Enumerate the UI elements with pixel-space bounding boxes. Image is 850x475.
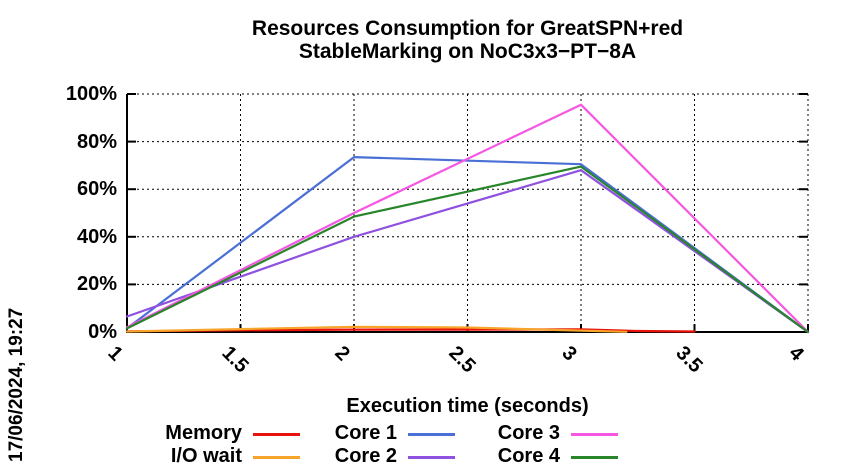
legend-label-core-4: Core 4 [497,445,560,467]
legend-label-i-o-wait: I/O wait [170,445,242,467]
series-line-core-4 [125,165,810,334]
series-line-core-3 [125,103,810,334]
legend-label-memory: Memory [165,422,242,444]
x-axis-title: Execution time (seconds) [346,395,589,417]
legend-swatch-i-o-wait [253,456,300,459]
legend-label-core-2: Core 2 [334,445,397,467]
y-tick-label: 20% [76,273,117,296]
chart-title: Resources Consumption for GreatSPN+red S… [127,17,808,63]
legend-swatch-core-4 [571,456,618,459]
legend-label-core-1: Core 1 [334,422,397,444]
legend-swatch-core-1 [408,433,455,436]
legend-swatch-memory [253,433,300,436]
series-line-i-o-wait [125,325,628,333]
legend-label-core-3: Core 3 [497,422,560,444]
chart-title-line2: StableMarking on NoC3x3−PT−8A [298,40,637,63]
legend: Memory Core 1 Core 3 I/O wait Core 2 Core 4 [132,422,618,468]
y-tick-label: 0% [88,321,117,343]
chart-title-line1: Resources Consumption for GreatSPN+red [251,17,684,40]
y-tick-label: 100% [65,83,117,105]
y-tick-label: 60% [76,178,117,201]
legend-swatch-core-2 [408,456,455,459]
y-tick-label: 40% [76,225,117,248]
series-line-memory [125,328,696,333]
series-line-core-2 [125,169,810,334]
legend-swatch-core-3 [571,433,618,436]
y-tick-label: 80% [76,130,117,153]
